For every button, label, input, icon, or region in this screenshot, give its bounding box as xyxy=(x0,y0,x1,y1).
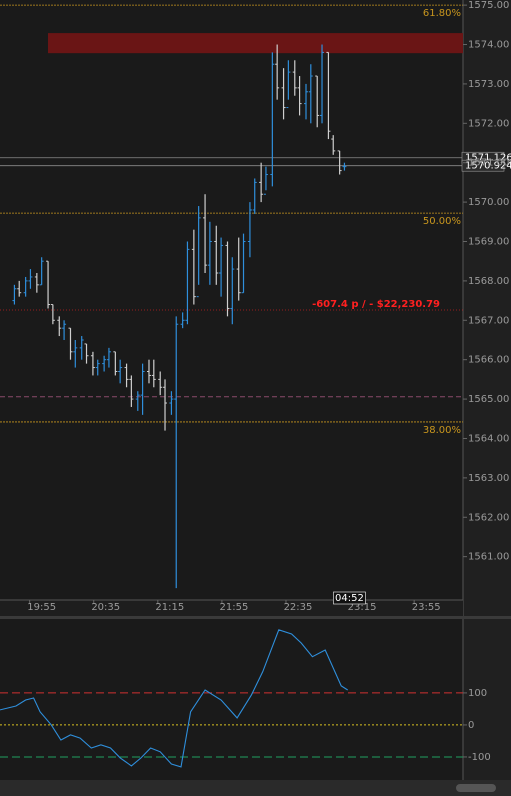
y-tick-label: -100 xyxy=(468,752,491,763)
y-tick-label: 1568.00 xyxy=(468,276,509,287)
y-tick-label: 1565.00 xyxy=(468,394,509,405)
pl-label: -607.4 p / - $22,230.79 xyxy=(312,299,440,310)
y-tick-label: 1573.00 xyxy=(468,79,509,90)
right-axis-bg xyxy=(463,0,511,780)
cursor-box xyxy=(333,591,366,605)
y-tick-label: 1562.00 xyxy=(468,512,509,523)
y-tick-label: 1567.00 xyxy=(468,315,509,326)
x-tick-label: 19:55 xyxy=(27,602,56,613)
zone xyxy=(48,33,463,54)
price-marker-label: 1570.924 xyxy=(465,161,511,172)
price-marker-box xyxy=(461,159,505,172)
y-tick-label: 1572.00 xyxy=(468,118,509,129)
x-tick-label: 21:55 xyxy=(219,602,248,613)
price-panel xyxy=(0,4,463,589)
y-tick-label: 1561.00 xyxy=(468,552,509,563)
fib-label: 38.00% xyxy=(423,425,461,436)
y-tick-label: 1569.00 xyxy=(468,236,509,247)
y-tick-label: 1563.00 xyxy=(468,473,509,484)
axes: 61.80% 50.00% 38.00% -607.4 p / - $22,230.7… xyxy=(27,0,511,763)
y-tick-label: 1566.00 xyxy=(468,355,509,366)
x-tick-label: 21:15 xyxy=(155,602,184,613)
y-tick-label: 1571.00 xyxy=(468,158,509,169)
oscillator-line xyxy=(0,629,348,768)
panel-splitter xyxy=(0,616,511,619)
y-tick-label: 1575.00 xyxy=(468,0,509,11)
y-tick-label: 1570.00 xyxy=(468,197,509,208)
fib-label: 61.80% xyxy=(423,8,461,19)
y-tick-label: 1564.00 xyxy=(468,433,509,444)
y-tick-label: 100 xyxy=(468,688,487,699)
fib-label: 50.00% xyxy=(423,216,461,227)
oscillator-panel xyxy=(0,629,463,768)
price-marker-label: 1571.126 xyxy=(465,153,511,164)
scrollbar[interactable] xyxy=(0,780,511,796)
x-tick-label: 23:15 xyxy=(348,602,377,613)
y-tick-label: 0 xyxy=(468,720,474,731)
y-tick-label: 1574.00 xyxy=(468,40,509,51)
scroll-thumb[interactable] xyxy=(456,784,496,792)
x-tick-label: 20:35 xyxy=(91,602,120,613)
cursor-label: 04:52 xyxy=(335,593,364,604)
x-tick-label: 23:55 xyxy=(412,602,441,613)
x-tick-label: 22:35 xyxy=(284,602,313,613)
